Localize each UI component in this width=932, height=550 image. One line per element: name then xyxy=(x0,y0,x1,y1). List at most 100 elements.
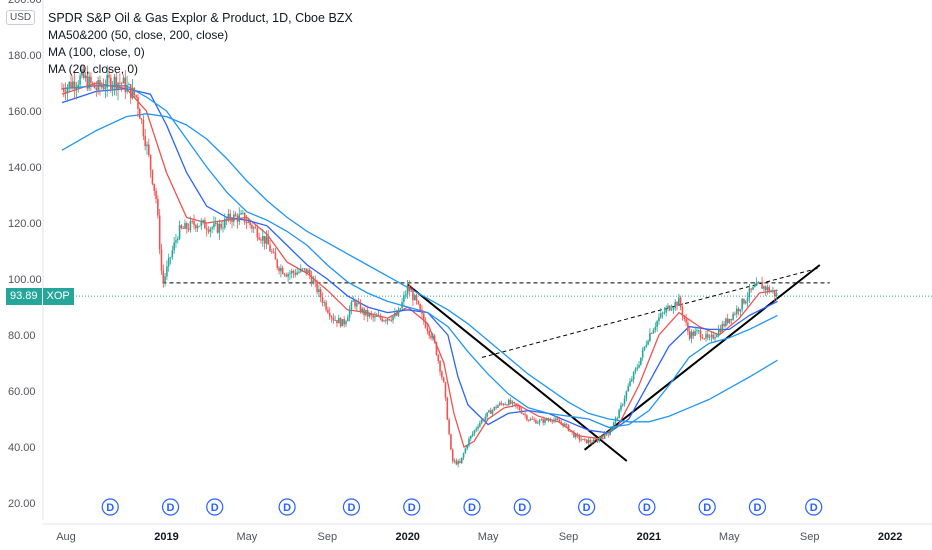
candle-body xyxy=(265,236,268,244)
dividend-marker[interactable]: D xyxy=(403,498,421,516)
y-tick-label: 180.00 xyxy=(8,50,42,62)
candle-body xyxy=(531,418,534,420)
candle-body xyxy=(717,329,720,336)
candle-body xyxy=(158,215,161,250)
candle-body xyxy=(390,320,393,321)
dividend-marker[interactable]: D xyxy=(748,498,767,516)
dividend-marker[interactable]: D xyxy=(638,498,656,516)
candle-body xyxy=(368,313,371,317)
candle-body xyxy=(428,331,431,336)
candle-body xyxy=(746,297,749,302)
time-axis[interactable]: Aug 2019 May Sep 2020 May Sep 2021 May Sep 2022 xyxy=(43,523,932,543)
y-tick-label: 80.00 xyxy=(8,330,36,342)
currency-badge[interactable]: USD xyxy=(6,10,36,25)
candle-body xyxy=(498,403,501,406)
dividend-marker[interactable]: D xyxy=(463,498,481,516)
dividend-circle xyxy=(748,498,767,516)
candle-body xyxy=(115,76,118,90)
candle-body xyxy=(748,288,751,298)
candle-body xyxy=(122,77,125,84)
dividend-label: D xyxy=(167,502,175,514)
candle-body xyxy=(119,82,121,84)
candle-body xyxy=(166,266,168,277)
candle-body xyxy=(612,422,615,428)
dashed-trendline[interactable] xyxy=(481,267,820,358)
candle-body xyxy=(571,431,573,433)
candle-body xyxy=(712,334,715,339)
dividend-marker[interactable]: D xyxy=(161,498,180,516)
candle-body xyxy=(61,88,63,90)
candle-body xyxy=(432,335,434,339)
candle-body xyxy=(307,269,309,273)
candle-body xyxy=(318,289,320,293)
candle-body xyxy=(681,306,684,316)
candle-body xyxy=(193,221,195,226)
candle-body xyxy=(218,223,221,233)
candle-body xyxy=(761,282,763,289)
candle-body xyxy=(162,270,165,283)
candle-body xyxy=(497,405,499,408)
candle-body xyxy=(207,230,210,232)
candle-body xyxy=(86,75,89,89)
dividend-marker[interactable]: D xyxy=(342,498,361,516)
candle-body xyxy=(634,368,637,373)
candle-body xyxy=(697,330,700,332)
candle-body xyxy=(549,420,552,422)
dividend-marker[interactable]: D xyxy=(278,498,296,516)
candle-body xyxy=(233,214,235,222)
candle-body xyxy=(589,440,592,443)
candle-body xyxy=(739,309,742,312)
candle-body xyxy=(278,267,280,272)
dividend-circle xyxy=(342,498,361,516)
candle-body xyxy=(475,428,478,431)
candle-body xyxy=(366,310,369,317)
candle-body xyxy=(641,349,644,358)
trendlines-layer xyxy=(162,264,830,462)
dividend-marker[interactable]: D xyxy=(206,498,224,516)
price-axis[interactable]: 20.00 40.00 60.00 80.00 100.00 120.00 140.00 16… xyxy=(8,0,44,520)
trendline[interactable] xyxy=(583,264,821,451)
candle-body xyxy=(453,460,456,462)
candle-body xyxy=(108,75,110,78)
candle-body xyxy=(714,337,716,339)
candle-body xyxy=(149,154,152,171)
candle-body xyxy=(509,400,512,404)
candle-body xyxy=(645,344,648,347)
candle-body xyxy=(444,382,447,398)
candle-body xyxy=(764,286,767,291)
dividend-marker[interactable]: D xyxy=(805,498,823,516)
y-tick-label: 40.00 xyxy=(8,442,36,454)
dividend-marker[interactable]: D xyxy=(698,498,716,516)
indicator-ma20[interactable]: MA (20, close, 0) xyxy=(48,62,139,76)
candle-body xyxy=(511,401,514,404)
dividend-marker[interactable]: D xyxy=(513,498,531,516)
candle-body xyxy=(710,334,713,337)
candle-body xyxy=(182,228,184,229)
candle-body xyxy=(658,317,660,322)
indicator-ma50-200[interactable]: MA50&200 (50, close, 200, close) xyxy=(48,28,229,42)
candle-body xyxy=(701,337,704,339)
candle-body xyxy=(189,221,192,230)
x-tick-label: 2020 xyxy=(395,531,419,543)
symbol-title[interactable]: SPDR S&P Oil & Gas Explor & Product, 1D,… xyxy=(48,11,353,25)
candle-body xyxy=(129,84,132,99)
dividend-label: D xyxy=(703,502,711,514)
candle-body xyxy=(775,293,778,297)
candle-body xyxy=(544,418,546,423)
candle-body xyxy=(310,275,313,284)
indicator-ma100[interactable]: MA (100, close, 0) xyxy=(48,45,145,59)
dividend-marker[interactable]: D xyxy=(101,498,119,516)
candle-body xyxy=(435,342,438,355)
candle-body xyxy=(220,223,222,228)
candle-body xyxy=(245,222,248,224)
candle-body xyxy=(692,331,695,336)
candle-body xyxy=(489,410,492,414)
candle-body xyxy=(464,448,467,454)
dividend-marker[interactable]: D xyxy=(577,498,596,516)
trendline[interactable] xyxy=(407,283,628,462)
candle-body xyxy=(652,329,655,334)
candle-body xyxy=(759,282,762,284)
candle-body xyxy=(470,435,472,439)
candle-body xyxy=(196,226,199,229)
